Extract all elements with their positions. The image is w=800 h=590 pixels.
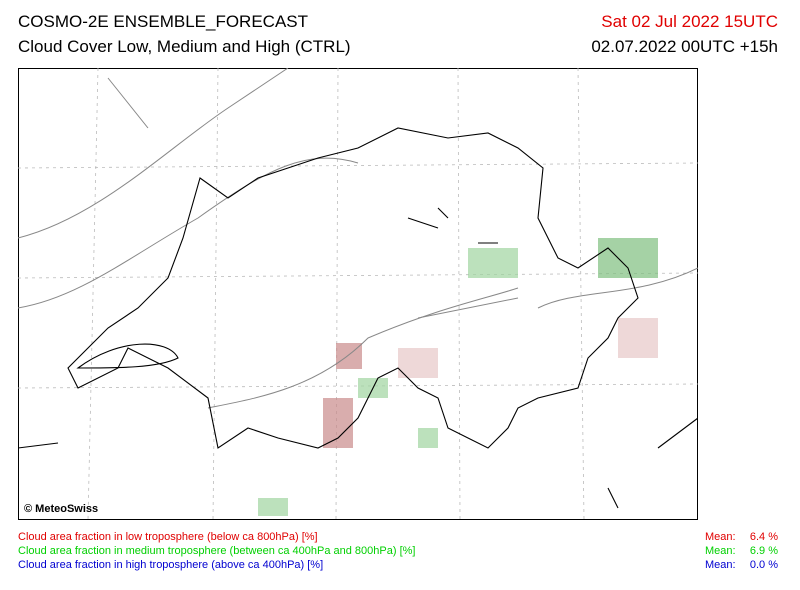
legend-label: Cloud area fraction in low troposphere (… — [18, 531, 318, 543]
copyright: © MeteoSwiss — [24, 503, 99, 515]
mean-value: 6.4 % — [749, 531, 778, 543]
legend-label: Cloud area fraction in medium tropospher… — [18, 545, 416, 557]
title: COSMO-2E ENSEMBLE_FORECAST — [18, 12, 309, 31]
mean-label: Mean: — [705, 531, 736, 543]
run-time: 02.07.2022 00UTC +15h — [591, 37, 778, 56]
mean-value: 0.0 % — [749, 559, 778, 571]
subtitle: Cloud Cover Low, Medium and High (CTRL) — [18, 37, 351, 56]
legend-label: Cloud area fraction in high troposphere … — [18, 559, 324, 571]
map — [18, 68, 698, 520]
mean-label: Mean: — [705, 559, 736, 571]
mean-value: 6.9 % — [749, 545, 778, 557]
mean-label: Mean: — [705, 545, 736, 557]
valid-time: Sat 02 Jul 2022 15UTC — [601, 12, 778, 31]
